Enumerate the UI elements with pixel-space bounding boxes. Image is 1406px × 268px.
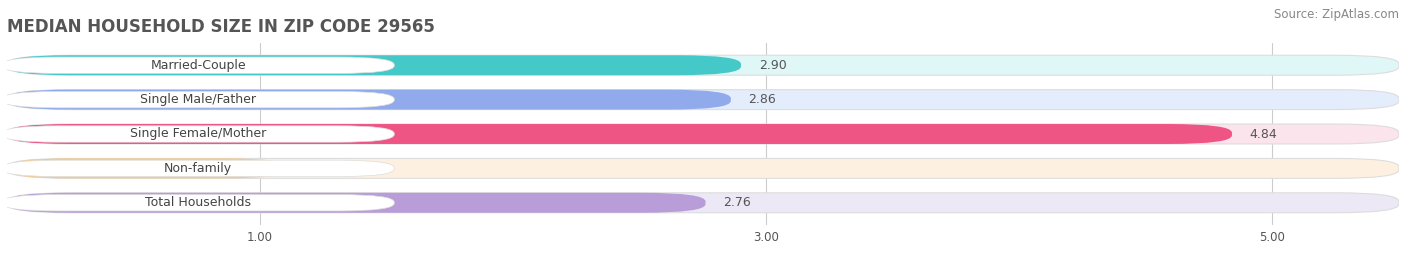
Text: 2.90: 2.90 xyxy=(759,59,786,72)
FancyBboxPatch shape xyxy=(7,124,1399,144)
Text: Married-Couple: Married-Couple xyxy=(150,59,246,72)
FancyBboxPatch shape xyxy=(7,55,741,75)
FancyBboxPatch shape xyxy=(7,90,731,110)
Text: 2.76: 2.76 xyxy=(723,196,751,209)
Text: Total Households: Total Households xyxy=(145,196,252,209)
FancyBboxPatch shape xyxy=(7,193,1399,213)
Text: 2.86: 2.86 xyxy=(748,93,776,106)
Text: Single Male/Father: Single Male/Father xyxy=(141,93,256,106)
FancyBboxPatch shape xyxy=(7,193,706,213)
FancyBboxPatch shape xyxy=(1,126,394,142)
Text: Single Female/Mother: Single Female/Mother xyxy=(129,128,266,140)
FancyBboxPatch shape xyxy=(7,158,288,178)
FancyBboxPatch shape xyxy=(7,90,1399,110)
FancyBboxPatch shape xyxy=(1,160,394,177)
FancyBboxPatch shape xyxy=(1,57,394,73)
FancyBboxPatch shape xyxy=(7,124,1232,144)
Text: MEDIAN HOUSEHOLD SIZE IN ZIP CODE 29565: MEDIAN HOUSEHOLD SIZE IN ZIP CODE 29565 xyxy=(7,18,434,36)
Text: 1.11: 1.11 xyxy=(305,162,333,175)
Text: Non-family: Non-family xyxy=(165,162,232,175)
FancyBboxPatch shape xyxy=(1,91,394,108)
FancyBboxPatch shape xyxy=(7,55,1399,75)
FancyBboxPatch shape xyxy=(7,158,1399,178)
Text: 4.84: 4.84 xyxy=(1250,128,1278,140)
Text: Source: ZipAtlas.com: Source: ZipAtlas.com xyxy=(1274,8,1399,21)
FancyBboxPatch shape xyxy=(1,195,394,211)
